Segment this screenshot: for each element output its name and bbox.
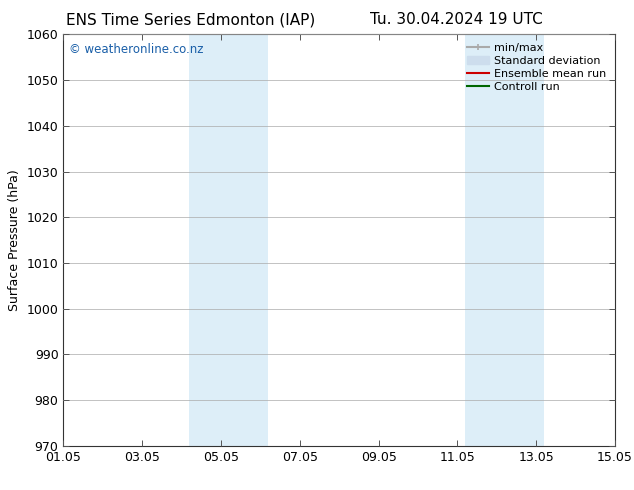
Text: © weatheronline.co.nz: © weatheronline.co.nz [69,43,204,55]
Y-axis label: Surface Pressure (hPa): Surface Pressure (hPa) [8,169,21,311]
Text: ENS Time Series Edmonton (IAP): ENS Time Series Edmonton (IAP) [65,12,315,27]
Bar [465,34,544,446]
Text: Tu. 30.04.2024 19 UTC: Tu. 30.04.2024 19 UTC [370,12,543,27]
Bar [190,34,268,446]
Legend: min/max, Standard deviation, Ensemble mean run, Controll run: min/max, Standard deviation, Ensemble me… [464,40,609,95]
